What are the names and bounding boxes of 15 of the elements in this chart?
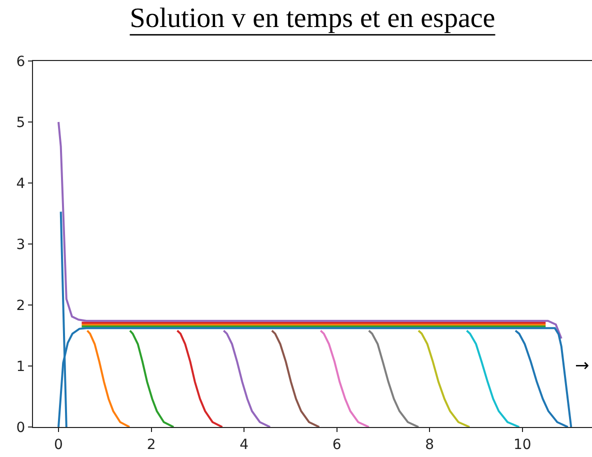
chart-title: Solution v en temps et en espace (130, 2, 496, 34)
x-tick-label: 4 (240, 436, 249, 453)
x-tick-label: 2 (146, 436, 156, 453)
y-tick-label: 3 (16, 236, 26, 253)
y-tick-label: 5 (16, 114, 26, 131)
x-tick-label: 6 (332, 436, 342, 453)
y-tick-label: 6 (16, 54, 26, 70)
y-tick-label: 1 (16, 358, 26, 375)
y-tick-label: 0 (16, 420, 26, 436)
annotation: → (575, 356, 590, 376)
x-tick-label: 10 (513, 436, 532, 453)
x-tick-label: 8 (425, 436, 434, 453)
x-tick-label: 0 (54, 436, 63, 453)
y-tick-label: 4 (16, 176, 26, 192)
y-tick-label: 2 (16, 298, 26, 314)
